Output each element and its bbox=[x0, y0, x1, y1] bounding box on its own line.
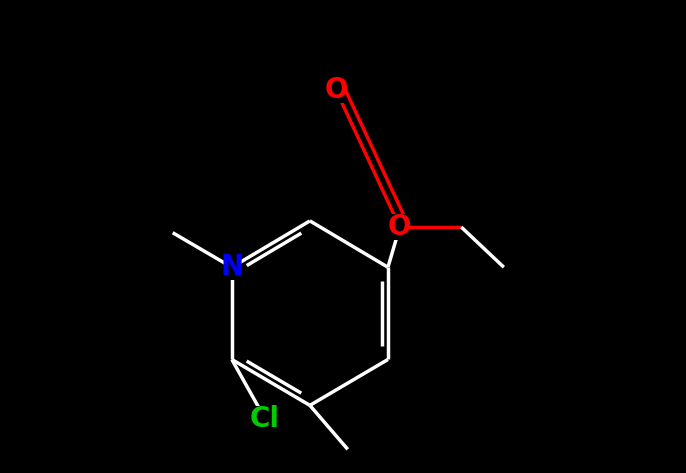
Text: O: O bbox=[324, 76, 348, 104]
Text: Cl: Cl bbox=[250, 404, 280, 433]
Bar bbox=[251, 405, 279, 431]
Text: O: O bbox=[388, 213, 412, 241]
Bar bbox=[224, 254, 240, 280]
Text: N: N bbox=[220, 253, 244, 281]
Bar bbox=[328, 77, 344, 103]
Bar bbox=[392, 214, 408, 240]
